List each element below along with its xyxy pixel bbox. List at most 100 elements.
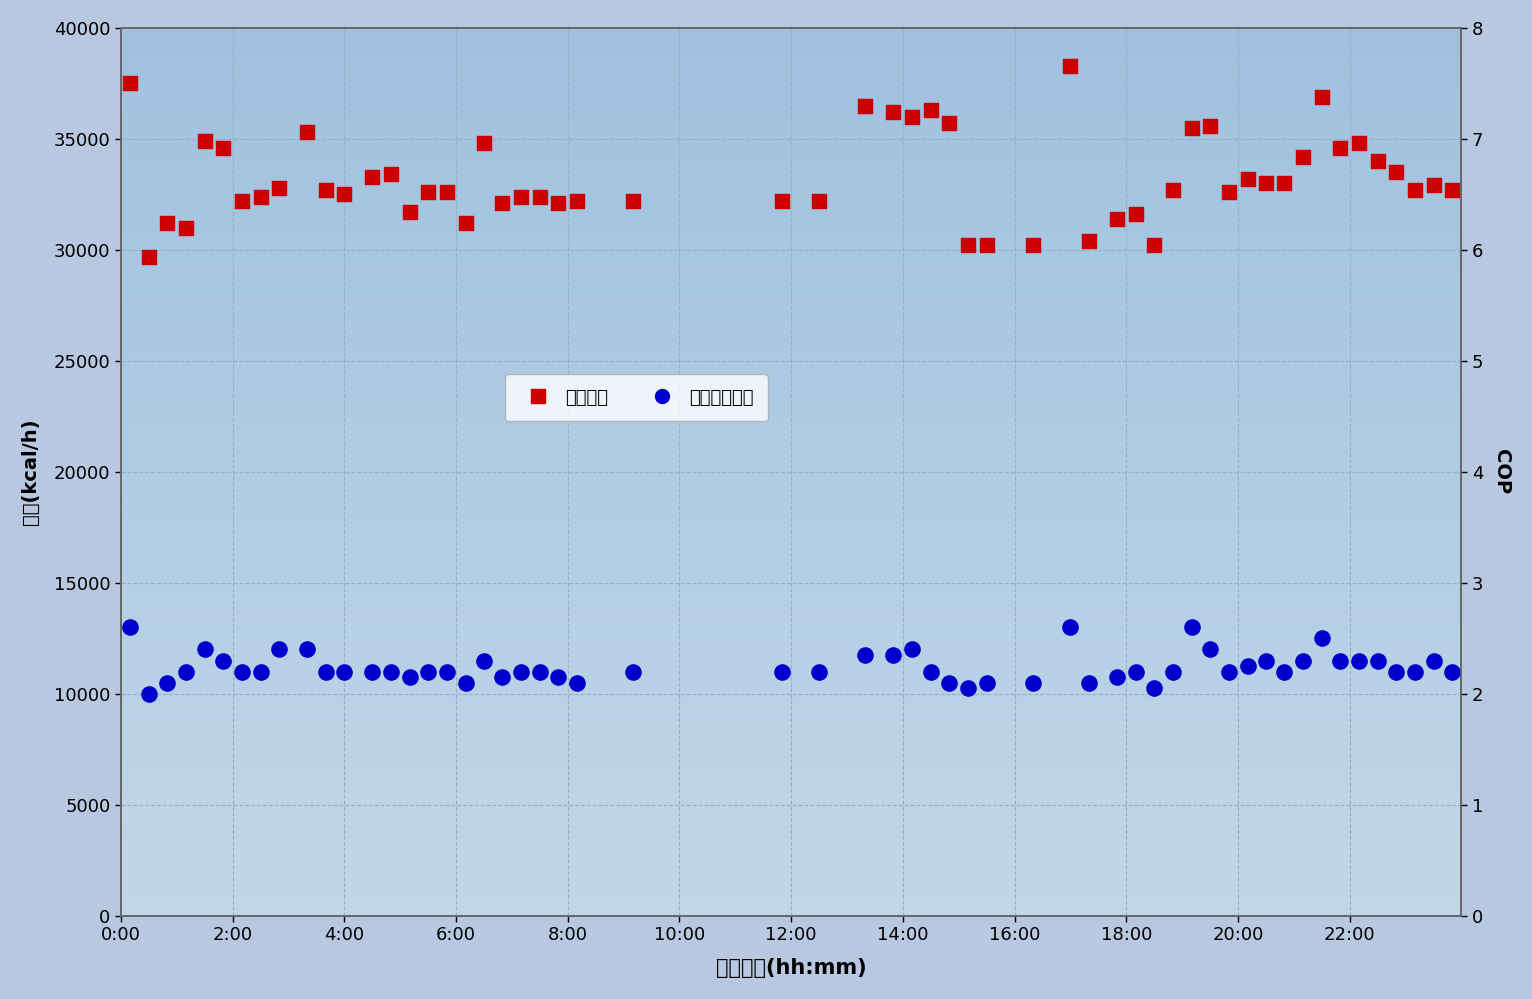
Point <box>1347 652 1371 668</box>
Point <box>193 133 218 149</box>
Point <box>415 663 440 679</box>
Point <box>545 195 570 211</box>
Point <box>620 663 645 679</box>
Point <box>1180 120 1204 136</box>
Point <box>1403 182 1428 198</box>
Point <box>1020 238 1045 254</box>
Y-axis label: COP: COP <box>1492 450 1511 495</box>
Point <box>565 193 590 209</box>
Point <box>294 641 319 657</box>
Point <box>1198 641 1223 657</box>
Point <box>938 674 962 690</box>
Point <box>1141 680 1166 696</box>
Point <box>620 193 645 209</box>
Point <box>938 115 962 131</box>
Point <box>769 663 794 679</box>
Point <box>1403 663 1428 679</box>
Point <box>155 215 179 231</box>
Point <box>211 652 236 668</box>
Point <box>378 663 403 679</box>
Point <box>1141 238 1166 254</box>
Point <box>565 674 590 690</box>
Point <box>1077 674 1102 690</box>
Point <box>881 104 905 120</box>
Point <box>1253 652 1278 668</box>
Point <box>136 686 161 702</box>
Point <box>397 204 421 220</box>
Point <box>1291 149 1316 165</box>
Point <box>1310 630 1334 646</box>
Point <box>545 669 570 685</box>
Point <box>769 193 794 209</box>
Point <box>472 135 496 151</box>
Point <box>193 641 218 657</box>
Point <box>1365 153 1390 169</box>
Point <box>1123 663 1147 679</box>
Point <box>527 663 552 679</box>
Point <box>527 189 552 205</box>
Point <box>1059 619 1083 635</box>
Point <box>175 220 199 236</box>
Point <box>453 215 478 231</box>
Point <box>919 663 944 679</box>
Point <box>1291 652 1316 668</box>
Point <box>248 189 273 205</box>
Point <box>1105 211 1129 227</box>
Point <box>1059 58 1083 74</box>
Point <box>1253 175 1278 191</box>
Point <box>314 663 339 679</box>
Point <box>490 669 515 685</box>
Point <box>230 663 254 679</box>
Point <box>1235 171 1259 187</box>
Point <box>853 98 878 114</box>
Point <box>267 641 291 657</box>
Point <box>1077 233 1102 249</box>
Point <box>211 140 236 156</box>
Point <box>509 663 533 679</box>
Point <box>509 189 533 205</box>
Point <box>956 238 980 254</box>
Point <box>453 674 478 690</box>
Point <box>1383 164 1408 180</box>
Point <box>1160 663 1184 679</box>
Point <box>1440 663 1465 679</box>
Point <box>155 674 179 690</box>
Point <box>434 184 458 200</box>
Point <box>919 102 944 118</box>
Point <box>434 663 458 679</box>
Point <box>1160 182 1184 198</box>
X-axis label: 가동시간(hh:mm): 가동시간(hh:mm) <box>715 958 867 978</box>
Point <box>1422 652 1446 668</box>
Point <box>901 109 925 125</box>
Point <box>1180 619 1204 635</box>
Point <box>881 647 905 663</box>
Point <box>1216 663 1241 679</box>
Point <box>472 652 496 668</box>
Y-axis label: 열량(kcal/h): 열량(kcal/h) <box>21 419 40 525</box>
Point <box>901 641 925 657</box>
Point <box>415 184 440 200</box>
Point <box>1310 89 1334 105</box>
Point <box>1383 663 1408 679</box>
Point <box>360 169 385 185</box>
Point <box>230 193 254 209</box>
Point <box>490 195 515 211</box>
Point <box>1422 178 1446 194</box>
Point <box>1328 140 1353 156</box>
Point <box>378 167 403 183</box>
Point <box>136 249 161 265</box>
Point <box>332 663 357 679</box>
Point <box>1105 669 1129 685</box>
Point <box>807 663 832 679</box>
Point <box>267 180 291 196</box>
Point <box>1198 118 1223 134</box>
Point <box>118 75 142 91</box>
Point <box>314 182 339 198</box>
Point <box>332 187 357 203</box>
Point <box>1235 658 1259 674</box>
Point <box>1347 135 1371 151</box>
Point <box>118 619 142 635</box>
Legend: 응축열량, 난방성능계수: 응축열량, 난방성능계수 <box>506 375 768 422</box>
Point <box>1123 207 1147 223</box>
Point <box>974 238 999 254</box>
